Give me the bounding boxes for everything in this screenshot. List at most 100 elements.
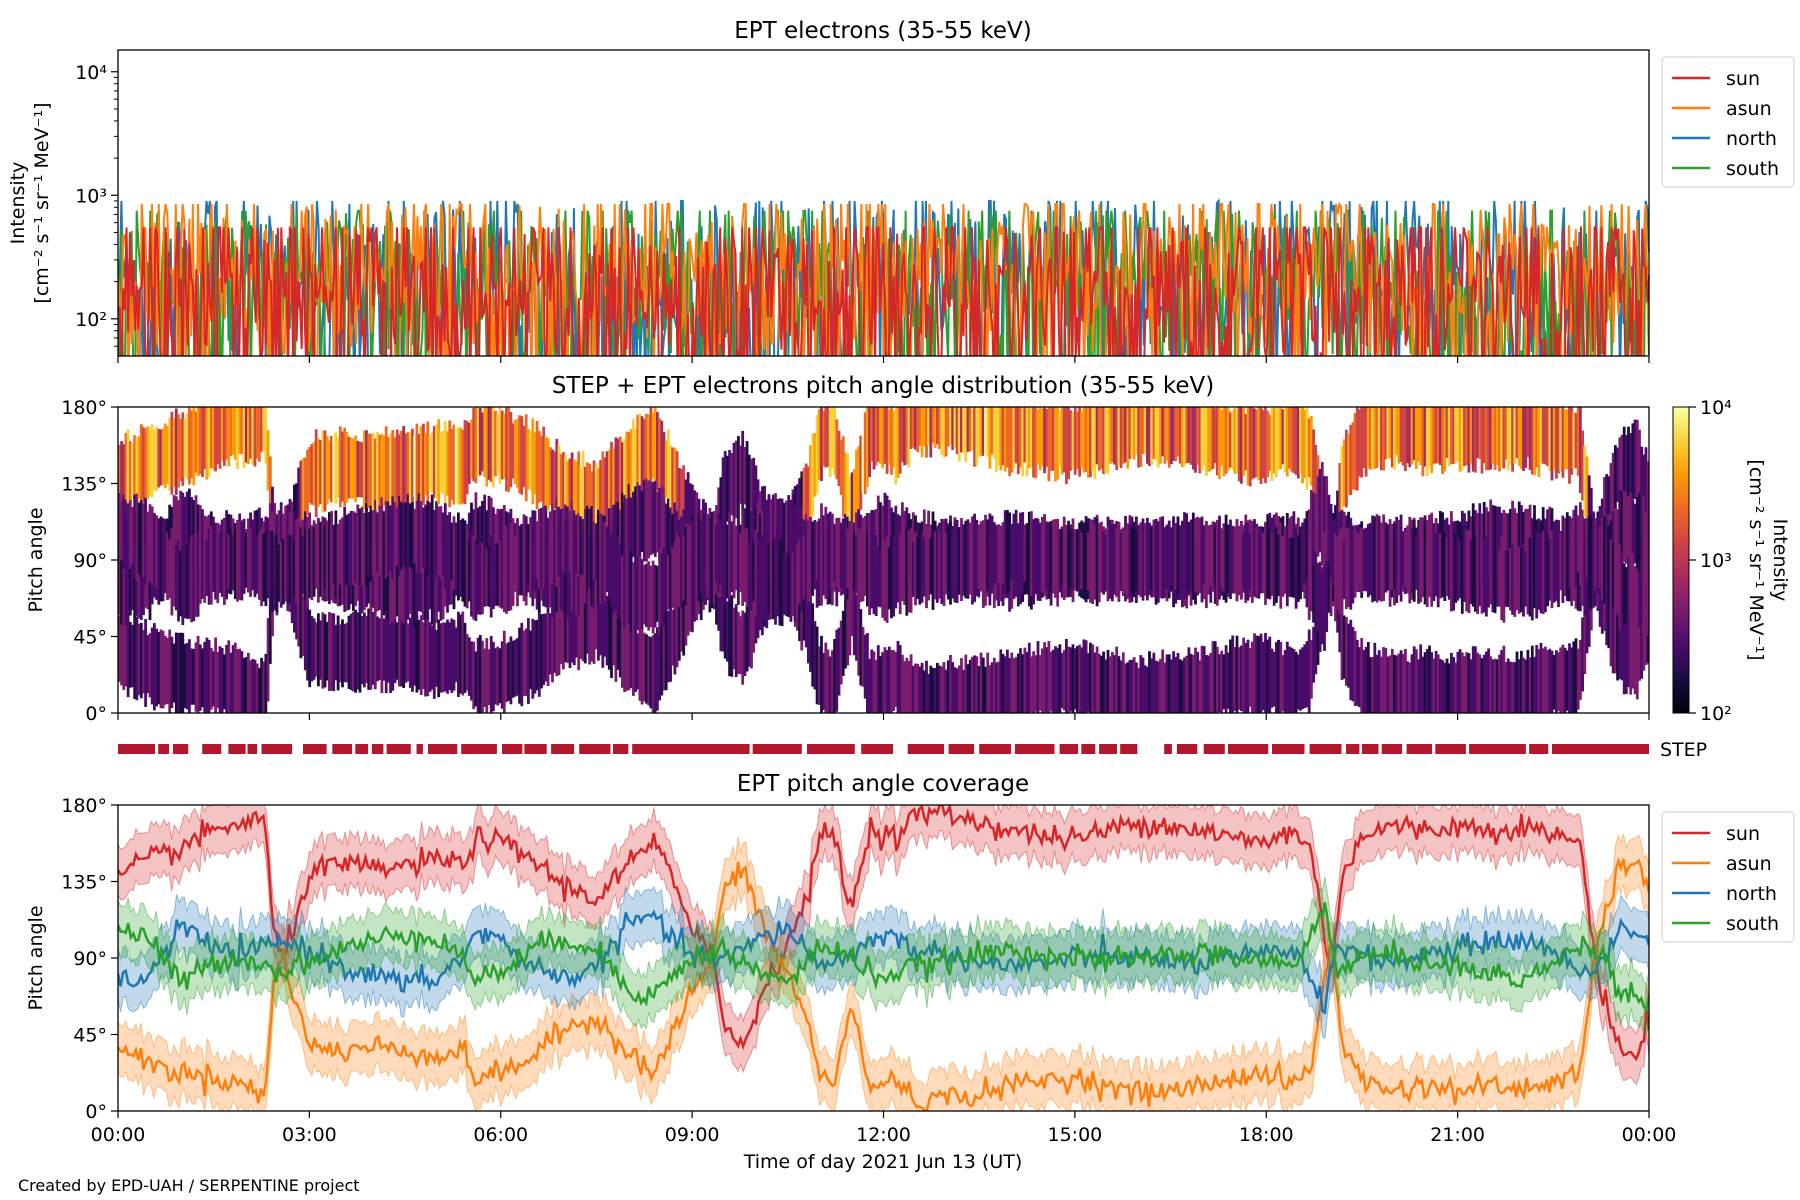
heatmap-cell: [144, 428, 147, 500]
heatmap-cell: [139, 424, 143, 509]
heatmap-cell: [426, 501, 430, 576]
heatmap-cell: [321, 430, 325, 513]
heatmap-cell: [605, 595, 609, 666]
heatmap-cell: [168, 629, 172, 713]
heatmap-cell: [618, 611, 622, 678]
heatmap-cell: [728, 512, 731, 598]
heatmap-cell: [1504, 407, 1508, 460]
heatmap-cell: [1060, 407, 1064, 475]
heatmap-cell: [1156, 407, 1160, 468]
heatmap-cell: [1559, 407, 1563, 472]
heatmap-cell: [1640, 446, 1644, 504]
heatmap-cell: [839, 522, 843, 589]
legend-label-sun: sun: [1726, 823, 1760, 845]
heatmap-cell: [557, 506, 561, 577]
heatmap-cell: [446, 619, 449, 694]
heatmap-cell: [1616, 609, 1619, 681]
heatmap-cell: [682, 567, 686, 656]
heatmap-cell: [1257, 407, 1261, 481]
heatmap-cell: [1237, 647, 1241, 710]
heatmap-cell: [1176, 407, 1180, 457]
heatmap-cell: [866, 633, 869, 713]
heatmap-cell: [743, 529, 747, 603]
heatmap-cell: [1366, 528, 1370, 591]
heatmap-cell: [901, 545, 904, 602]
heatmap-cell: [1038, 407, 1042, 471]
heatmap-cell: [1635, 568, 1639, 629]
heatmap-cell: [564, 455, 567, 523]
heatmap-cell: [188, 407, 191, 485]
y-tick-label: 90°: [73, 948, 107, 970]
heatmap-cell: [986, 652, 990, 713]
heatmap-cell: [1358, 409, 1361, 477]
heatmap-cell: [1511, 544, 1514, 615]
heatmap-cell: [575, 537, 578, 616]
heatmap-cell: [463, 622, 467, 693]
heatmap-cell: [612, 609, 616, 666]
heatmap-cell: [1305, 641, 1309, 708]
heatmap-cell: [629, 550, 633, 632]
heatmap-cell: [1445, 407, 1449, 458]
series-asun-line: [118, 856, 1649, 1111]
heatmap-cell: [1207, 655, 1210, 713]
heatmap-cell: [264, 407, 268, 464]
heatmap-cell: [251, 407, 255, 465]
heatmap-cell: [542, 506, 546, 589]
heatmap-cell: [1187, 647, 1191, 713]
heatmap-cell: [1030, 407, 1033, 468]
heatmap-cell: [1456, 407, 1460, 462]
heatmap-cell: [1025, 651, 1029, 713]
heatmap-cell: [126, 547, 130, 619]
heatmap-cell: [975, 407, 979, 466]
heatmap-cell: [715, 525, 718, 583]
heatmap-cell: [424, 615, 427, 697]
heatmap-cell: [627, 558, 631, 624]
heatmap-cell: [726, 455, 729, 522]
heatmap-cell: [1189, 653, 1193, 713]
heatmap-cell: [1574, 638, 1578, 713]
heatmap-cell: [907, 529, 911, 613]
heatmap-cell: [1073, 529, 1077, 591]
heatmap-cell: [1552, 655, 1556, 710]
heatmap-cell: [957, 527, 961, 595]
heatmap-cell: [1581, 617, 1584, 692]
heatmap-cell: [1167, 654, 1171, 713]
heatmap-cell: [345, 622, 349, 683]
heatmap-cell: [1509, 407, 1512, 465]
heatmap-cell: [1097, 522, 1101, 603]
heatmap-cell: [632, 491, 635, 558]
heatmap-cell: [1008, 407, 1011, 477]
heatmap-cell: [432, 510, 436, 569]
heatmap-cell: [962, 669, 965, 713]
heatmap-cell: [1408, 523, 1412, 596]
heatmap-cell: [1051, 649, 1055, 713]
heatmap-cell: [485, 638, 489, 713]
heatmap-cell: [336, 615, 340, 691]
heatmap-cell: [664, 440, 668, 498]
heatmap-cell: [1128, 525, 1132, 597]
heatmap-cell: [1572, 412, 1576, 469]
heatmap-cell: [225, 524, 228, 600]
heatmap-cell: [564, 600, 567, 663]
heatmap-cell: [1382, 407, 1385, 471]
heatmap-cell: [1362, 407, 1366, 468]
heatmap-cell: [1167, 407, 1171, 468]
step-coverage-segment: [1176, 744, 1198, 754]
heatmap-cell: [299, 460, 303, 548]
heatmap-cell: [918, 666, 922, 713]
heatmap-cell: [1036, 641, 1040, 713]
heatmap-cell: [706, 514, 710, 598]
heatmap-cell: [548, 447, 552, 506]
heatmap-cell: [1631, 629, 1635, 689]
heatmap-cell: [511, 423, 515, 479]
heatmap-cell: [1060, 652, 1064, 708]
heatmap-cell: [1616, 509, 1619, 565]
heatmap-cell: [645, 413, 648, 489]
heatmap-cell: [321, 612, 325, 689]
heatmap-cell: [1209, 652, 1213, 713]
step-coverage-segment: [202, 744, 222, 754]
heatmap-cell: [411, 502, 414, 570]
heatmap-cell: [1480, 658, 1484, 713]
heatmap-cell: [1592, 512, 1595, 593]
heatmap-cell: [844, 600, 847, 669]
